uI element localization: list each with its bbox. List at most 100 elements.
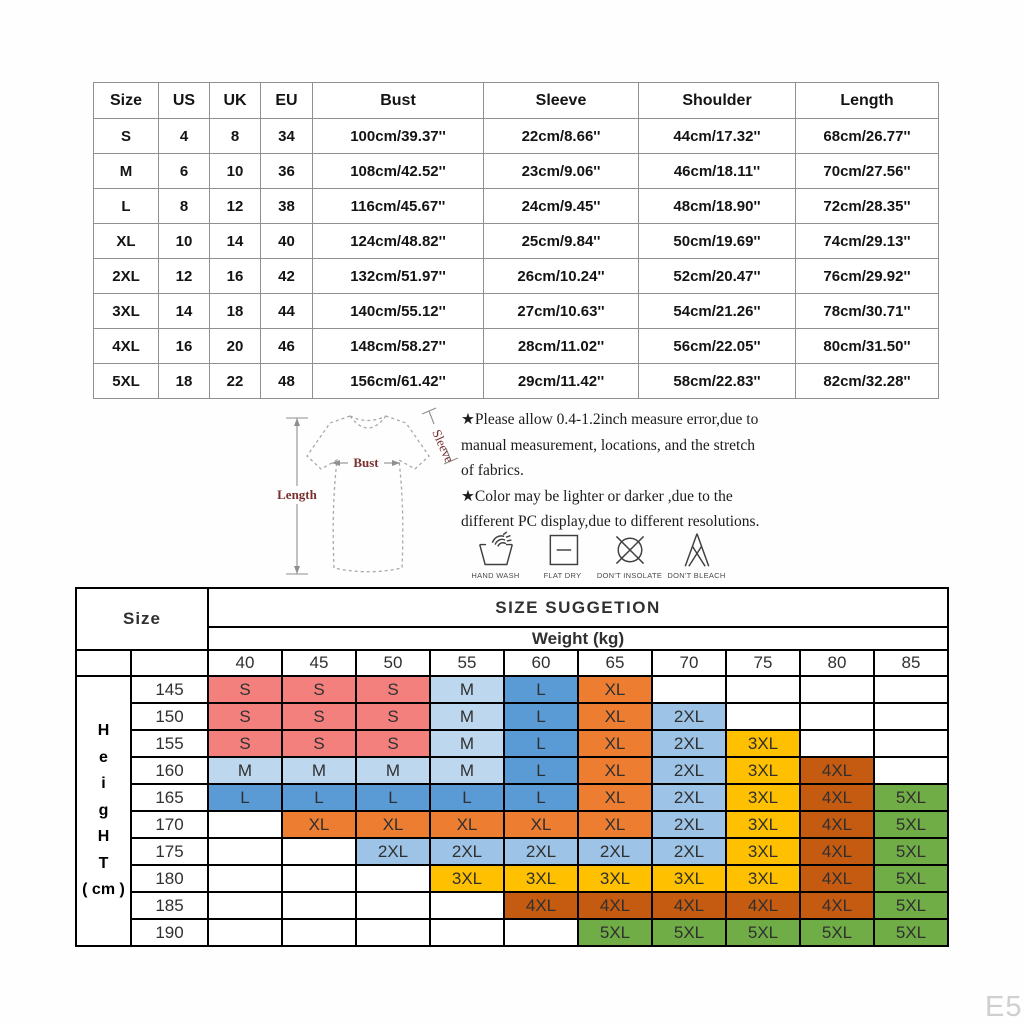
size-table-cell: 156cm/61.42'' bbox=[312, 363, 484, 399]
size-grid-cell: 3XL bbox=[503, 864, 579, 893]
care-label: DON'T INSOLATE bbox=[596, 571, 663, 580]
size-grid-cell: L bbox=[503, 783, 579, 812]
size-table-cell: 70cm/27.56'' bbox=[795, 153, 939, 189]
weights-row: 40 45 50 55 60 65 70 75 80 85 bbox=[75, 649, 949, 677]
size-grid-cell: 2XL bbox=[651, 702, 727, 731]
weight-label: Weight (kg) bbox=[207, 626, 949, 651]
size-grid-cell-empty bbox=[207, 864, 283, 893]
size-grid-cell: L bbox=[503, 729, 579, 758]
suggestion-row: 170 XL XL XL XL XL 2XL 3XL 4XL 5XL bbox=[76, 810, 949, 839]
size-table-cell: 76cm/29.92'' bbox=[795, 258, 939, 294]
suggestion-row: 150 S S S M L XL 2XL bbox=[76, 702, 949, 731]
size-table-row: 4XL 16 20 46 148cm/58.27'' 28cm/11.02'' 56cm/2… bbox=[93, 328, 939, 364]
care-item: FLAT DRY bbox=[529, 531, 596, 580]
size-table-cell: 108cm/42.52'' bbox=[312, 153, 484, 189]
size-table-cell: S bbox=[93, 118, 159, 154]
suggestion-row: 160 M M M M L XL 2XL 3XL 4XL bbox=[76, 756, 949, 785]
size-grid-cell: 3XL bbox=[651, 864, 727, 893]
weight-value: 40 bbox=[207, 649, 283, 677]
size-grid-cell-empty bbox=[207, 918, 283, 947]
empty-cell bbox=[75, 649, 132, 677]
size-grid-cell: 2XL bbox=[503, 837, 579, 866]
size-table-row: 2XL 12 16 42 132cm/51.97'' 26cm/10.24'' 52cm/2… bbox=[93, 258, 939, 294]
size-table-row: M 6 10 36 108cm/42.52'' 23cm/9.06'' 46cm/18.11… bbox=[93, 153, 939, 189]
size-table-cell: 28cm/11.02'' bbox=[483, 328, 639, 364]
size-table-cell: 52cm/20.47'' bbox=[638, 258, 796, 294]
flat-dry-icon bbox=[549, 534, 578, 566]
suggestion-row: 165 L L L L L XL 2XL 3XL 4XL 5XL bbox=[76, 783, 949, 812]
size-table-cell: 4XL bbox=[93, 328, 159, 364]
size-grid-cell: S bbox=[207, 702, 283, 731]
size-grid-cell: 3XL bbox=[725, 729, 801, 758]
size-table-cell: 116cm/45.67'' bbox=[312, 188, 484, 224]
size-table-cell: 4 bbox=[158, 118, 210, 154]
height-label-line: e bbox=[99, 748, 108, 766]
size-table-header: UK bbox=[209, 82, 261, 119]
size-grid-cell-empty bbox=[207, 810, 283, 839]
size-grid-cell: 5XL bbox=[651, 918, 727, 947]
size-grid-cell: L bbox=[207, 783, 283, 812]
size-grid-cell-empty bbox=[281, 891, 357, 920]
size-table-cell: L bbox=[93, 188, 159, 224]
size-table-cell: 50cm/19.69'' bbox=[638, 223, 796, 259]
height-value: 170 bbox=[130, 810, 209, 839]
size-grid-cell: S bbox=[207, 675, 283, 704]
size-table-cell: 36 bbox=[260, 153, 313, 189]
size-grid-cell: 5XL bbox=[577, 918, 653, 947]
size-table-row: 5XL 18 22 48 156cm/61.42'' 29cm/11.42'' 58cm/2… bbox=[93, 363, 939, 399]
size-grid-cell: S bbox=[355, 729, 431, 758]
weight-value: 45 bbox=[281, 649, 357, 677]
measure-arrows bbox=[286, 407, 459, 575]
size-grid-cell: 4XL bbox=[651, 891, 727, 920]
size-grid-cell-empty bbox=[799, 729, 875, 758]
size-table-cell: 6 bbox=[158, 153, 210, 189]
size-grid-cell-empty bbox=[873, 756, 949, 785]
size-grid-cell: 4XL bbox=[503, 891, 579, 920]
height-value: 180 bbox=[130, 864, 209, 893]
size-grid-cell: 4XL bbox=[799, 864, 875, 893]
size-table-cell: 12 bbox=[209, 188, 261, 224]
size-table-header: Length bbox=[795, 82, 939, 119]
size-table-cell: 18 bbox=[209, 293, 261, 329]
size-table-cell: 12 bbox=[158, 258, 210, 294]
size-grid-cell: 3XL bbox=[725, 810, 801, 839]
size-table-cell: 42 bbox=[260, 258, 313, 294]
empty-cell bbox=[130, 649, 209, 677]
size-table-cell: 29cm/11.42'' bbox=[483, 363, 639, 399]
size-grid-cell: 3XL bbox=[429, 864, 505, 893]
size-grid-cell: 2XL bbox=[651, 783, 727, 812]
size-grid-cell-empty bbox=[503, 918, 579, 947]
size-table-cell: 132cm/51.97'' bbox=[312, 258, 484, 294]
size-grid-cell: 4XL bbox=[799, 783, 875, 812]
care-label: HAND WASH bbox=[471, 571, 520, 580]
size-table-cell: 3XL bbox=[93, 293, 159, 329]
size-grid-cell: 2XL bbox=[651, 810, 727, 839]
weight-value: 80 bbox=[799, 649, 875, 677]
size-table-cell: 82cm/32.28'' bbox=[795, 363, 939, 399]
size-table-cell: 78cm/30.71'' bbox=[795, 293, 939, 329]
size-grid-cell: S bbox=[281, 675, 357, 704]
size-grid-cell: XL bbox=[281, 810, 357, 839]
size-grid-cell: M bbox=[207, 756, 283, 785]
size-grid-cell: XL bbox=[577, 756, 653, 785]
size-table-header: Shoulder bbox=[638, 82, 796, 119]
weight-value: 65 bbox=[577, 649, 653, 677]
size-grid-cell: XL bbox=[429, 810, 505, 839]
size-table-cell: 140cm/55.12'' bbox=[312, 293, 484, 329]
height-value: 145 bbox=[130, 675, 209, 704]
size-table-cell: 18 bbox=[158, 363, 210, 399]
sleeve-label: Sleeve bbox=[429, 427, 457, 465]
size-grid-cell-empty bbox=[429, 891, 505, 920]
size-table-cell: 16 bbox=[209, 258, 261, 294]
size-table-cell: 100cm/39.37'' bbox=[312, 118, 484, 154]
size-grid-cell: 5XL bbox=[873, 891, 949, 920]
size-grid-cell-empty bbox=[429, 918, 505, 947]
size-table-header: US bbox=[158, 82, 210, 119]
size-grid-cell-empty bbox=[355, 918, 431, 947]
note-color: ★Color may be lighter or darker ,due to … bbox=[461, 487, 760, 531]
size-table-cell: 54cm/21.26'' bbox=[638, 293, 796, 329]
size-table-cell: M bbox=[93, 153, 159, 189]
size-grid-cell: 3XL bbox=[577, 864, 653, 893]
